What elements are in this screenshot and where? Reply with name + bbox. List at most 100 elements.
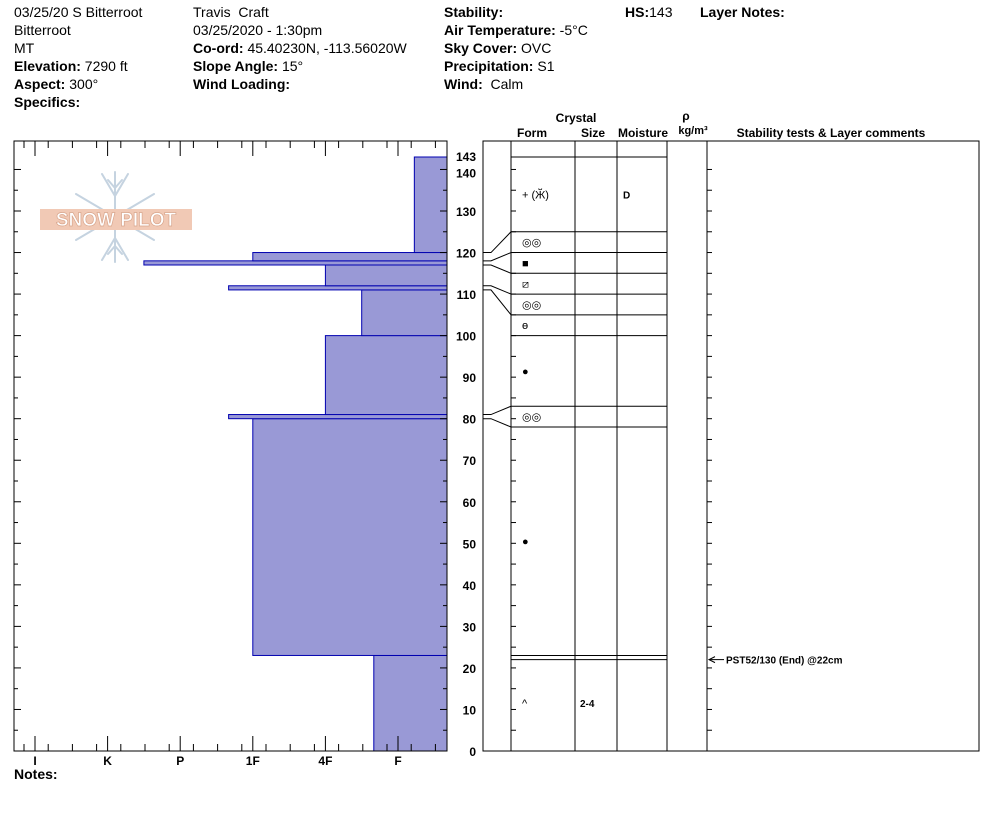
- hs-value: 143: [649, 4, 673, 20]
- aspect-label: Aspect:: [14, 76, 66, 92]
- moisture: D: [623, 190, 630, 201]
- layer-connector: [483, 405, 512, 416]
- hardness-layer-5: [228, 285, 448, 291]
- layer-connector: [483, 252, 512, 262]
- specifics-label: Specifics:: [14, 94, 81, 110]
- hardness-layer-2: [228, 414, 448, 420]
- sky-value: OVC: [521, 40, 552, 56]
- state: MT: [14, 40, 35, 56]
- hardness-layer-0: [373, 654, 448, 752]
- crystal-form: ◎◎: [522, 237, 541, 249]
- height-tick-label: 120: [456, 247, 476, 261]
- aspect-row: Aspect: 300°: [14, 75, 142, 93]
- hardness-layer-4: [361, 289, 448, 337]
- stability-row: Stability:: [444, 3, 588, 21]
- hardness-chart-frame: [13, 140, 448, 752]
- col-rho-header: ρ: [682, 109, 689, 123]
- air-temp-value: -5°C: [559, 22, 588, 38]
- datetime: 03/25/2020 - 1:30pm: [193, 22, 323, 38]
- height-tick-label: 140: [456, 166, 476, 180]
- slope-label: Slope Angle:: [193, 58, 279, 74]
- wind-value: Calm: [490, 76, 524, 92]
- header-col1: 03/25/20 S Bitterroot Bitterroot MT Elev…: [14, 3, 142, 111]
- wind-loading-label: Wind Loading:: [193, 76, 291, 92]
- precip-row: Precipitation: S1: [444, 57, 588, 75]
- precip-value: S1: [537, 58, 555, 74]
- height-tick-label: 80: [463, 413, 477, 427]
- layer-table-grid: [13, 140, 980, 752]
- mountain-range: Bitterroot: [14, 22, 71, 38]
- layer-connector: [483, 418, 512, 428]
- hardness-layer-3: [324, 335, 448, 416]
- coord-row: Co-ord: 45.40230N, -113.56020W: [193, 39, 407, 57]
- height-tick-label: 30: [463, 620, 477, 634]
- hardness-layer-8: [252, 252, 448, 262]
- hardness-tick-label: I: [33, 754, 36, 768]
- hardness-layer-9: [413, 156, 448, 254]
- hardness-layers: [143, 156, 448, 752]
- hardness-tick-label: F: [394, 754, 401, 768]
- hardness-tick-label: 1F: [246, 754, 260, 768]
- height-tick-label: 10: [463, 703, 477, 717]
- col-size-header: Size: [581, 126, 605, 140]
- chart-marks: I K P 1F 4F F 0 10 20 30 40 50 60 70 80 90 100 110 120 130 1…: [33, 150, 842, 768]
- hs-row: HS:143: [625, 3, 672, 21]
- height-tick-label: 50: [463, 537, 477, 551]
- elevation-value: 7290 ft: [84, 58, 128, 74]
- aspect-value: 300°: [69, 76, 99, 92]
- col-crystal-header: Crystal: [556, 111, 597, 125]
- logo-banner: [40, 209, 192, 230]
- height-tick-label: 100: [456, 330, 476, 344]
- slope-value: 15°: [281, 58, 304, 74]
- crystal-form: ●: [522, 536, 529, 548]
- height-tick-label: 90: [463, 371, 477, 385]
- hardness-layer-7: [143, 260, 448, 266]
- layer-connector: [483, 285, 512, 295]
- wind-label: Wind:: [444, 76, 483, 92]
- layer-notes-label: Layer Notes:: [700, 4, 785, 20]
- crystal-form: ●: [522, 366, 529, 378]
- sky-label: Sky Cover:: [444, 40, 518, 56]
- crystal-size: 2-4: [580, 699, 595, 710]
- hardness-layer-6: [324, 264, 448, 287]
- elevation-row: Elevation: 7290 ft: [14, 57, 142, 75]
- height-tick-label: 40: [463, 579, 477, 593]
- slope-row: Slope Angle: 15°: [193, 57, 407, 75]
- height-tick-label: 20: [463, 662, 477, 676]
- hardness-tick-label: 4F: [318, 754, 332, 768]
- height-tick-label: 60: [463, 496, 477, 510]
- hs-label: HS:: [625, 4, 650, 20]
- stability-label: Stability:: [444, 4, 504, 20]
- crystal-form: + (Ӂ): [522, 188, 549, 201]
- layer-connector: [483, 231, 512, 254]
- crystal-form: ⧄: [522, 279, 529, 291]
- wind-row: Wind: Calm: [444, 75, 588, 93]
- logo-text: SNOW PILOT: [56, 210, 177, 231]
- header-col3: Stability: Air Temperature: -5°C Sky Cov…: [444, 3, 588, 93]
- coord-label: Co-ord:: [193, 40, 244, 56]
- coord-value: 45.40230N, -113.56020W: [247, 40, 407, 56]
- air-temp-row: Air Temperature: -5°C: [444, 21, 588, 39]
- layer-connector: [483, 289, 512, 316]
- air-temp-label: Air Temperature:: [444, 22, 556, 38]
- notes-label: Notes:: [14, 766, 58, 782]
- height-tick-label: 143: [456, 150, 476, 164]
- crystal-form: ■: [522, 258, 529, 270]
- layer-connector: [483, 264, 512, 274]
- hardness-tick-label: P: [176, 754, 184, 768]
- location: 03/25/20 S Bitterroot: [14, 4, 143, 20]
- sky-row: Sky Cover: OVC: [444, 39, 588, 57]
- col-moisture-header: Moisture: [618, 126, 668, 140]
- crystal-form: ◎◎: [522, 299, 541, 311]
- observer: Travis Craft: [193, 4, 269, 20]
- height-tick-label: 0: [469, 745, 476, 759]
- stability-test-comment: PST52/130 (End) @22cm: [726, 656, 843, 667]
- wind-loading-row: Wind Loading:: [193, 75, 407, 93]
- crystal-form: ◎◎: [522, 412, 541, 424]
- header-col2: Travis Craft 03/25/2020 - 1:30pm Co-ord:…: [193, 3, 407, 93]
- layer-table-frame: [482, 140, 980, 752]
- notes-row: Notes:: [14, 765, 58, 783]
- crystal-form: ɵ: [522, 320, 528, 332]
- col-form-header: Form: [517, 126, 547, 140]
